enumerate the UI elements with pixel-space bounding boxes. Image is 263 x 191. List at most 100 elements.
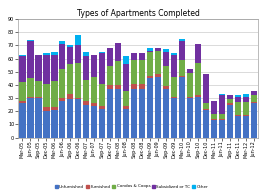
Bar: [147, 52, 153, 76]
Bar: [187, 73, 193, 97]
Bar: [19, 101, 26, 103]
Title: Types of Apartments Completed: Types of Apartments Completed: [77, 9, 200, 18]
Bar: [123, 64, 129, 91]
Bar: [91, 77, 97, 103]
Bar: [203, 74, 209, 103]
Bar: [139, 53, 145, 60]
Bar: [107, 66, 113, 85]
Bar: [219, 96, 225, 114]
Bar: [107, 85, 113, 89]
Bar: [235, 96, 241, 97]
Bar: [67, 47, 73, 64]
Bar: [155, 51, 161, 74]
Bar: [139, 89, 145, 138]
Bar: [219, 120, 225, 138]
Bar: [235, 117, 241, 138]
Bar: [163, 89, 169, 138]
Bar: [147, 76, 153, 78]
Bar: [203, 108, 209, 110]
Bar: [99, 84, 105, 106]
Bar: [51, 52, 58, 55]
Bar: [27, 97, 34, 98]
Bar: [242, 97, 249, 102]
Bar: [75, 45, 82, 62]
Bar: [99, 106, 105, 108]
Bar: [139, 60, 145, 84]
Bar: [59, 101, 65, 138]
Bar: [123, 91, 129, 106]
Bar: [43, 111, 49, 138]
Bar: [187, 69, 193, 73]
Bar: [171, 53, 177, 55]
Bar: [131, 60, 137, 84]
Bar: [195, 97, 201, 138]
Bar: [242, 94, 249, 97]
Bar: [43, 84, 49, 107]
Bar: [163, 52, 169, 66]
Bar: [43, 53, 49, 55]
Bar: [251, 102, 257, 103]
Bar: [235, 97, 241, 102]
Bar: [75, 35, 82, 45]
Bar: [195, 96, 201, 97]
Bar: [51, 81, 58, 107]
Legend: Unfurnished, Furnished, Condos & Coops, Subsidized or TC, Other: Unfurnished, Furnished, Condos & Coops, …: [54, 184, 209, 189]
Bar: [251, 96, 257, 102]
Bar: [51, 110, 58, 138]
Bar: [115, 85, 121, 89]
Bar: [115, 89, 121, 138]
Bar: [235, 102, 241, 115]
Bar: [27, 41, 34, 78]
Bar: [227, 103, 233, 105]
Bar: [83, 101, 89, 105]
Bar: [67, 94, 73, 99]
Bar: [99, 53, 105, 84]
Bar: [211, 119, 217, 120]
Bar: [219, 119, 225, 120]
Bar: [219, 94, 225, 96]
Bar: [67, 45, 73, 47]
Bar: [227, 105, 233, 138]
Bar: [35, 81, 42, 97]
Bar: [131, 84, 137, 89]
Bar: [242, 117, 249, 138]
Bar: [67, 64, 73, 94]
Bar: [123, 108, 129, 138]
Bar: [19, 55, 26, 56]
Bar: [179, 39, 185, 41]
Bar: [19, 103, 26, 138]
Bar: [131, 53, 137, 60]
Bar: [59, 69, 65, 98]
Bar: [171, 98, 177, 138]
Bar: [171, 97, 177, 98]
Bar: [139, 84, 145, 89]
Bar: [59, 44, 65, 69]
Bar: [147, 78, 153, 138]
Bar: [115, 43, 121, 61]
Bar: [179, 77, 185, 138]
Bar: [187, 97, 193, 98]
Bar: [187, 98, 193, 138]
Bar: [123, 56, 129, 64]
Bar: [27, 78, 34, 97]
Bar: [163, 49, 169, 52]
Bar: [227, 99, 233, 103]
Bar: [227, 96, 233, 99]
Bar: [91, 106, 97, 138]
Bar: [179, 60, 185, 76]
Bar: [99, 108, 105, 138]
Bar: [203, 110, 209, 138]
Bar: [171, 77, 177, 97]
Bar: [179, 76, 185, 77]
Bar: [75, 62, 82, 98]
Bar: [147, 51, 153, 52]
Bar: [51, 55, 58, 81]
Bar: [75, 98, 82, 99]
Bar: [251, 91, 257, 96]
Bar: [91, 55, 97, 77]
Bar: [83, 52, 89, 56]
Bar: [59, 98, 65, 101]
Bar: [211, 114, 217, 119]
Bar: [163, 66, 169, 86]
Bar: [251, 103, 257, 138]
